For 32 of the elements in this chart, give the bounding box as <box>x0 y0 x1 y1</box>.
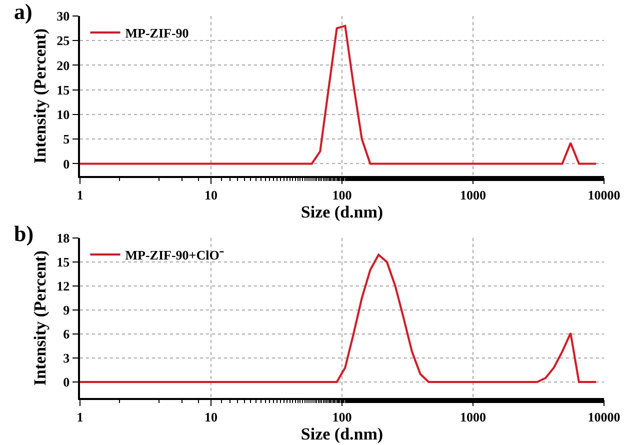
x-tick-label: 1000 <box>460 187 486 202</box>
x-tick-label: 100 <box>332 409 352 424</box>
x-tick-label: 100 <box>332 187 352 202</box>
x-tick-label: 10 <box>204 409 218 424</box>
y-tick-label: 3 <box>63 350 70 366</box>
x-tick-label: 10000 <box>588 409 620 424</box>
x-tick-label: 10 <box>204 187 218 202</box>
y-tick-label: 9 <box>63 302 70 318</box>
legend-label: MP-ZIF-90 <box>125 26 189 41</box>
y-tick-label: 15 <box>56 254 70 270</box>
y-tick-label: 0 <box>63 156 70 172</box>
y-axis-title: Intensity (Percent) <box>30 28 50 164</box>
y-tick-label: 12 <box>56 278 70 294</box>
y-tick-label: 10 <box>56 107 70 122</box>
text: a) <box>14 0 32 24</box>
y-tick-label: 20 <box>56 58 70 73</box>
y-tick-label: 5 <box>63 132 70 147</box>
y-tick-label: 30 <box>56 8 70 24</box>
y-tick-label: 18 <box>56 230 70 246</box>
y-tick-label: 15 <box>56 82 70 98</box>
y-tick-label: 25 <box>56 33 70 48</box>
y-tick-label: 6 <box>63 326 70 342</box>
x-tick-label: 1 <box>76 187 84 202</box>
legend-label: MP-ZIF-90+ClO⁻ <box>125 248 224 263</box>
x-tick-label: 10000 <box>588 187 620 202</box>
y-tick-label: 0 <box>63 374 70 390</box>
y-axis-title: Intensity (Percent) <box>30 250 50 386</box>
x-axis-title: Size (d.nm) <box>300 202 384 222</box>
x-tick-label: 1000 <box>460 409 486 424</box>
text: b) <box>14 221 34 246</box>
x-axis-title: Size (d.nm) <box>300 424 384 444</box>
x-tick-label: 1 <box>76 409 84 424</box>
